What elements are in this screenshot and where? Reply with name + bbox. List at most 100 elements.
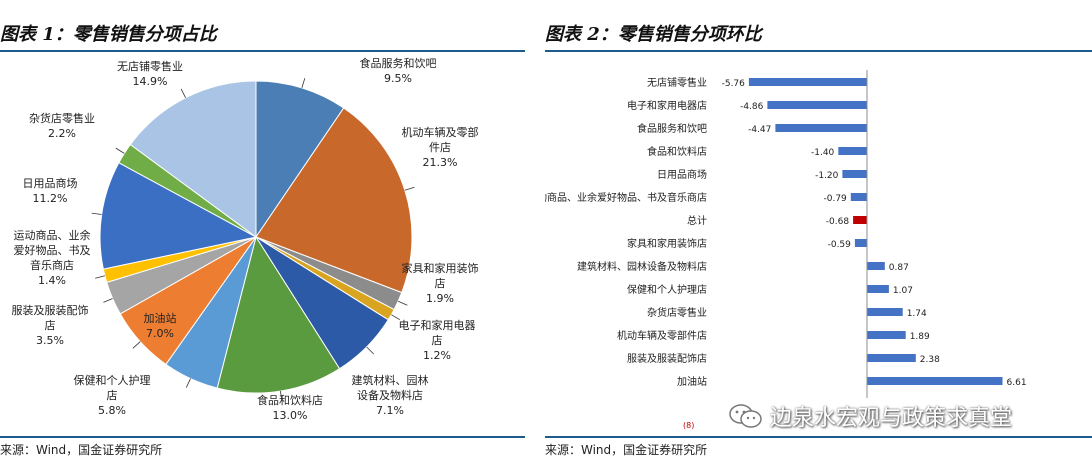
pie-chart-panel: 图表 1：零售销售分项占比 食品服务和饮吧 9.5% 机动车辆及零部件店 21.3% 家… <box>0 0 525 466</box>
pie-slice-label: 服装及服装配饰店 <box>12 303 89 332</box>
pie-slice-label: 食品服务和饮吧 <box>360 56 437 70</box>
pie-slice-label: 保健和个人护理店 <box>74 373 151 402</box>
pie-leader-line <box>132 341 141 349</box>
pie-leader-line <box>180 88 186 98</box>
bar <box>748 78 867 86</box>
bar-category-label: 食品和饮料店 <box>647 145 707 158</box>
pie-leader-line <box>95 275 105 279</box>
pie-slice <box>255 80 345 239</box>
bar-value-label: -4.47 <box>748 125 771 135</box>
pie-leader-line <box>404 186 415 191</box>
bar <box>850 193 867 201</box>
bar-chart-title: 图表 2：零售销售分项环比 <box>545 24 762 45</box>
pie-slice-label: 运动商品、业余爱好物品、书及音乐商店 <box>14 228 91 272</box>
watermark-text: 边泉水宏观与政策求真堂 <box>770 406 1013 431</box>
pie-slice-value: 11.2% <box>33 192 68 205</box>
pie-slice-label: 食品和饮料店 <box>257 393 323 407</box>
bar-value-label: -5.76 <box>722 79 746 89</box>
pie-slice-value: 21.3% <box>423 156 458 169</box>
bar-value-label: -1.20 <box>815 171 839 181</box>
pie-slice-label: 无店铺零售业 <box>117 59 183 73</box>
pie-slice-label: 家具和家用装饰店 <box>402 261 479 290</box>
bar-value-label: 0.87 <box>889 263 909 273</box>
bar-value-label: -0.68 <box>826 217 850 227</box>
pie-chart-title: 图表 1：零售销售分项占比 <box>0 24 217 45</box>
bar <box>853 216 867 224</box>
bar <box>867 285 889 293</box>
pie-leader-line <box>115 147 125 154</box>
bar-category-label: 杂货店零售业 <box>647 306 707 319</box>
bar <box>867 377 1003 385</box>
bar-category-label: 运动商品、业余爱好物品、书及音乐商店 <box>545 191 707 204</box>
pie-slice-label: 日用品商场 <box>23 176 78 190</box>
bar-value-label: 2.38 <box>920 355 940 365</box>
pie-chart: 食品服务和饮吧 9.5% 机动车辆及零部件店 21.3% 家具和家用装饰店 1.9% 电子和… <box>12 56 479 422</box>
wechat-icon <box>729 404 762 428</box>
bar-value-label: -0.59 <box>828 240 852 250</box>
bar-value-label: 1.07 <box>893 286 913 296</box>
pie-slice-value: 14.9% <box>133 75 168 88</box>
pie-leader-line <box>391 314 401 321</box>
bar-category-label: 电子和家用电器店 <box>627 99 707 112</box>
title-rule <box>545 50 1092 52</box>
bar-category-label: 服装及服装配饰店 <box>627 352 707 365</box>
source-rule <box>545 436 1092 438</box>
pie-leader-line <box>103 298 113 303</box>
pie-slice-label: 电子和家用电器店 <box>399 318 476 347</box>
pie-leader-line <box>366 346 374 355</box>
bar-category-label: 加油站 <box>677 375 707 388</box>
bar <box>867 354 916 362</box>
pie-slice-label: 建筑材料、园林设备及物料店 <box>352 373 429 402</box>
pie-slice-value: 9.5% <box>384 72 412 85</box>
pie-slice-value: 1.4% <box>38 274 66 287</box>
pie-leader-line <box>280 391 283 402</box>
bar-source-note: 来源：Wind，国金证券研究所 <box>545 443 708 457</box>
bar-category-label: 无店铺零售业 <box>647 76 707 89</box>
pie-slice-value: 1.9% <box>426 292 454 305</box>
bar <box>867 331 906 339</box>
bar <box>838 147 867 155</box>
pie-slice-value: 13.0% <box>273 409 308 422</box>
pie-slice-label: 杂货店零售业 <box>29 111 95 125</box>
pie-slice-label: 机动车辆及零部件店 <box>402 125 479 154</box>
pie-slice-label: 加油站 <box>144 311 177 325</box>
pie-slice <box>216 235 341 394</box>
pie-slice-value: 3.5% <box>36 334 64 347</box>
bar-category-label: 食品服务和饮吧 <box>637 122 707 135</box>
bar-category-label: 机动车辆及零部件店 <box>617 329 707 342</box>
bar-category-label: 保健和个人护理店 <box>627 283 707 296</box>
pie-slice-value: 7.0% <box>146 327 174 340</box>
bar-value-label: -1.40 <box>811 148 835 158</box>
bar-value-label: 1.74 <box>907 309 927 319</box>
bar-value-label: -4.86 <box>740 102 764 112</box>
bar <box>854 239 867 247</box>
pie-leader-line <box>398 300 408 306</box>
pie-slice-value: 1.2% <box>423 349 451 362</box>
pie-slice <box>129 80 257 238</box>
pie-slice <box>255 107 413 294</box>
bar-category-label: 家具和家用装饰店 <box>627 237 707 250</box>
pie-slice-value: 7.1% <box>376 404 404 417</box>
title-rule <box>0 50 525 52</box>
pie-slice <box>99 162 258 270</box>
pie-leader-line <box>91 212 102 215</box>
pie-slice-value: 5.8% <box>98 404 126 417</box>
bar <box>767 101 867 109</box>
pie-leader-line <box>185 378 191 388</box>
bar <box>867 308 903 316</box>
footnote-mark: (8) <box>683 421 694 430</box>
bar <box>867 262 885 270</box>
bar-chart-panel: 图表 2：零售销售分项环比 无店铺零售业 -5.76 电子和家用电器店 -4.86 食品… <box>545 0 1092 466</box>
bar-chart: 无店铺零售业 -5.76 电子和家用电器店 -4.86 食品服务和饮吧 -4.47 食品和饮… <box>545 70 1027 430</box>
bar <box>842 170 867 178</box>
bar-value-label: 1.89 <box>910 332 930 342</box>
bar-value-label: -0.79 <box>824 194 848 204</box>
bar-category-label: 总计 <box>687 214 707 227</box>
source-rule <box>0 436 525 438</box>
pie-source-note: 来源：Wind，国金证券研究所 <box>0 443 163 457</box>
pie-slice-value: 2.2% <box>48 127 76 140</box>
bar-category-label: 日用品商场 <box>657 168 707 181</box>
bar <box>775 124 867 132</box>
pie-leader-line <box>301 78 306 89</box>
bar-category-label: 建筑材料、园林设备及物料店 <box>577 260 707 273</box>
